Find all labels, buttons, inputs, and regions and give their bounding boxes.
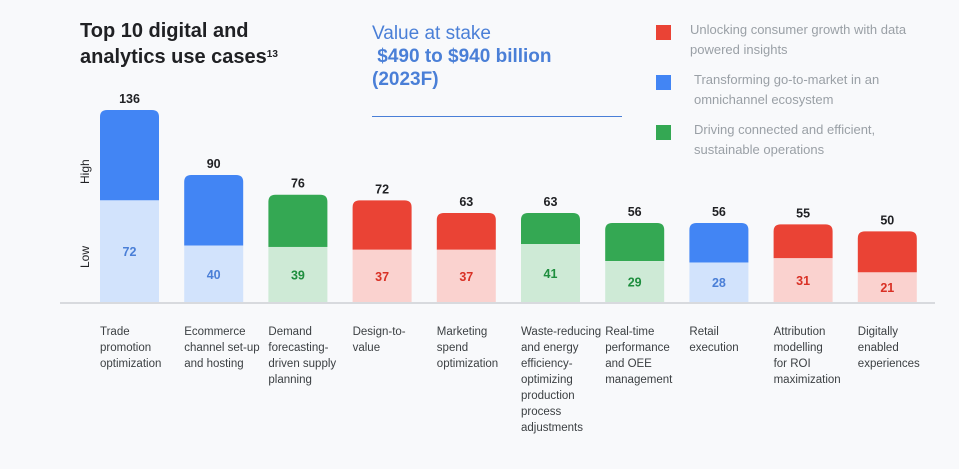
bar-low	[268, 246, 328, 302]
category-label: Real-time performance and OEE management	[605, 326, 673, 386]
page-title: Top 10 digital and analytics use cases13	[80, 18, 340, 70]
category-label: Ecommerce channel set-up and hosting	[184, 326, 260, 370]
category-label: Design-to-value	[352, 326, 406, 354]
category-label: Waste-reducing and energy efficiency-optim…	[521, 326, 602, 434]
category-label: Demand forecasting-driven supply planning	[268, 326, 337, 386]
data-label-high: 136	[119, 92, 140, 106]
value-at-stake: Value at stake $490 to $940 billion (202…	[372, 22, 632, 91]
data-label-high: 63	[459, 195, 473, 209]
bar-low	[773, 258, 833, 302]
value-at-stake-label: Value at stake	[372, 23, 492, 44]
category-label: Trade promotion optimization	[100, 326, 162, 370]
data-label-high: 90	[207, 157, 221, 171]
legend: Unlocking consumer growth with data powe…	[656, 20, 946, 170]
bar-low	[521, 244, 580, 302]
bar-high	[436, 213, 496, 250]
data-label-low: 37	[459, 270, 473, 284]
bar-low	[689, 262, 749, 302]
legend-item-red: Unlocking consumer growth with data powe…	[656, 20, 946, 70]
data-label-low: 72	[123, 245, 137, 259]
data-label-low: 39	[291, 268, 305, 282]
bar-high	[100, 110, 159, 201]
bar-high	[268, 194, 328, 247]
bar-low	[605, 261, 665, 302]
bar-high	[184, 174, 244, 246]
data-label-low: 31	[796, 274, 810, 288]
data-label-high: 50	[880, 213, 894, 227]
legend-label-blue: Transforming go-to-market in an omnichan…	[694, 72, 880, 107]
data-label-high: 63	[544, 195, 558, 209]
legend-label-green: Driving connected and efficient, sustain…	[694, 122, 876, 157]
legend-label-red: Unlocking consumer growth with data powe…	[690, 22, 907, 57]
bar-low	[352, 249, 412, 302]
value-at-stake-year: (2023F)	[372, 69, 439, 90]
data-label-high: 55	[796, 206, 810, 220]
data-label-high: 56	[628, 205, 642, 219]
bar-low	[100, 200, 159, 302]
bar-high	[773, 224, 833, 259]
bar-low	[436, 249, 496, 302]
data-label-high: 72	[375, 182, 389, 196]
bar-high	[521, 213, 580, 245]
value-at-stake-range: $490 to $940 billion	[372, 46, 552, 67]
bar-low	[857, 272, 917, 302]
bar-low	[184, 245, 244, 302]
data-label-low: 40	[207, 268, 221, 282]
data-label-low: 29	[628, 276, 642, 290]
legend-swatch-green	[656, 125, 671, 140]
bar-high	[605, 222, 665, 262]
bar-high	[689, 222, 749, 263]
legend-item-green: Driving connected and efficient, sustain…	[656, 120, 946, 170]
title-line-2: analytics use cases	[80, 46, 267, 68]
data-label-high: 56	[712, 205, 726, 219]
data-label-low: 37	[375, 270, 389, 284]
value-at-stake-divider	[372, 116, 622, 117]
data-label-low: 28	[712, 276, 726, 290]
bar-high	[857, 231, 917, 273]
bar-high	[352, 200, 412, 250]
title-superscript: 13	[266, 49, 278, 60]
category-label: Attribution modelling for ROI maximization	[773, 326, 841, 386]
data-label-low: 41	[544, 267, 558, 281]
legend-swatch-red	[656, 25, 671, 40]
data-label-high: 76	[291, 177, 305, 191]
category-label: Retail execution	[689, 326, 739, 354]
legend-swatch-blue	[656, 75, 671, 90]
title-line-1: Top 10 digital and	[80, 20, 249, 42]
legend-item-blue: Transforming go-to-market in an omnichan…	[656, 70, 946, 120]
category-label: Digitally enabled experiences	[857, 326, 920, 370]
data-label-low: 21	[880, 281, 894, 295]
category-label: Marketing spend optimization	[436, 326, 499, 370]
